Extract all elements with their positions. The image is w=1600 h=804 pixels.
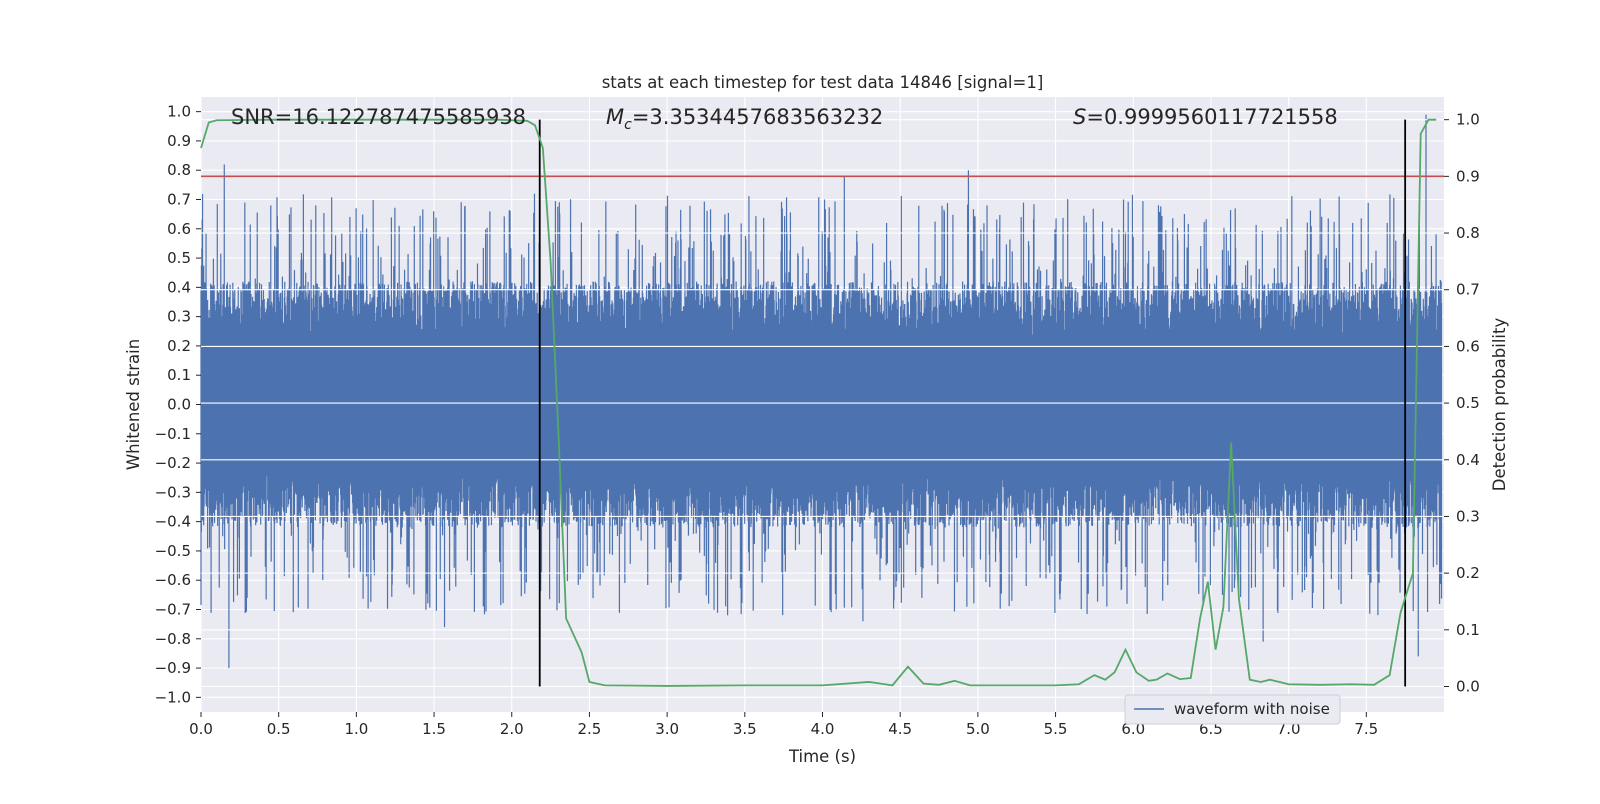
- y-left-tick-label: 0.9: [167, 132, 191, 150]
- s-annotation: S=0.9999560117721558: [1073, 105, 1338, 129]
- probability-layer: [200, 118, 1444, 688]
- x-tick-label: 5.0: [966, 720, 990, 738]
- y-left-tick-label: −0.7: [155, 601, 191, 619]
- chirp-mass-annotation: Mc=3.3534457683563232: [606, 105, 883, 133]
- y-left-tick-label: −0.2: [155, 454, 191, 472]
- legend-box: [1124, 694, 1341, 725]
- y-left-tick-label: 0.1: [167, 366, 191, 384]
- s-value: =0.9999560117721558: [1086, 105, 1337, 129]
- y-right-tick-label: 0.4: [1456, 451, 1480, 469]
- y-left-tick-label: 0.2: [167, 337, 191, 355]
- y-right-tick-label: 0.0: [1456, 677, 1480, 695]
- x-tick-label: 7.5: [1354, 720, 1378, 738]
- y-left-tick-label: −0.1: [155, 425, 191, 443]
- mc-symbol: M: [606, 105, 624, 129]
- x-tick-label: 1.5: [422, 720, 446, 738]
- y-left-tick-label: −0.6: [155, 571, 191, 589]
- y-right-tick-label: 0.2: [1456, 564, 1480, 582]
- x-tick-label: 2.5: [578, 720, 602, 738]
- y-axis-label-right: Detection probability: [1490, 318, 1509, 492]
- y-left-tick-label: −0.5: [155, 542, 191, 560]
- x-tick-label: 3.0: [655, 720, 679, 738]
- legend: waveform with noise: [1124, 694, 1341, 725]
- y-right-tick-label: 0.1: [1456, 621, 1480, 639]
- y-right-tick-label: 0.7: [1456, 281, 1480, 299]
- y-left-tick-label: 0.7: [167, 191, 191, 209]
- y-axis-label-left: Whitened strain: [124, 339, 143, 470]
- x-tick-label: 4.0: [811, 720, 835, 738]
- y-left-tick-label: −0.8: [155, 630, 191, 648]
- axes: 0.0 0.5 1.0 1.5 2.0 2.5 3.0 3.5 4.0 4.5 5.0 5.5 6.0 6…: [155, 103, 1480, 738]
- x-tick-label: 3.5: [733, 720, 757, 738]
- x-tick-label: 4.5: [888, 720, 912, 738]
- y-right-tick-label: 0.5: [1456, 394, 1480, 412]
- strain-waveform: [200, 114, 1443, 669]
- y-left-tick-label: 0.0: [167, 396, 191, 414]
- y-left-tick-label: 0.3: [167, 308, 191, 326]
- x-tick-label: 0.0: [189, 720, 213, 738]
- mc-value: =3.3534457683563232: [632, 105, 883, 129]
- x-tick-label: 1.0: [344, 720, 368, 738]
- y-left-tick-label: −1.0: [155, 688, 191, 706]
- legend-label-waveform: waveform with noise: [1174, 700, 1330, 718]
- y-left-tick-label: −0.4: [155, 513, 191, 531]
- y-left-tick-label: −0.3: [155, 483, 191, 501]
- y-right-tick-label: 0.8: [1456, 224, 1480, 242]
- s-symbol: S: [1073, 105, 1086, 129]
- x-tick-label: 5.5: [1044, 720, 1068, 738]
- y-right-tick-label: 0.3: [1456, 507, 1480, 525]
- mc-subscript: c: [624, 117, 632, 133]
- x-axis-label: Time (s): [788, 747, 856, 766]
- y-left-tick-label: 0.8: [167, 161, 191, 179]
- y-left-tick-label: 0.6: [167, 220, 191, 238]
- snr-annotation: SNR=16.122787475585938: [231, 105, 526, 129]
- y-right-tick-label: 0.9: [1456, 167, 1480, 185]
- detection-probability-line: [200, 118, 1437, 687]
- y-left-tick-label: 0.5: [167, 249, 191, 267]
- y-left-tick-label: −0.9: [155, 659, 191, 677]
- x-tick-label: 0.5: [267, 720, 291, 738]
- x-tick-label: 2.0: [500, 720, 524, 738]
- y-left-tick-label: 1.0: [167, 103, 191, 121]
- y-left-tick-label: 0.4: [167, 278, 191, 296]
- y-right-tick-label: 0.6: [1456, 337, 1480, 355]
- chart-title: stats at each timestep for test data 148…: [602, 73, 1044, 92]
- y-right-tick-label: 1.0: [1456, 111, 1480, 129]
- waveform-with-noise-line: [200, 114, 1443, 669]
